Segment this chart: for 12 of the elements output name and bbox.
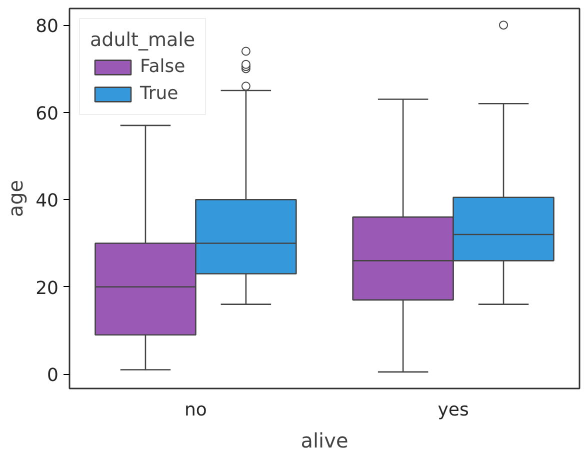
y-tick-label: 40 — [36, 190, 58, 212]
x-tick-label: no — [184, 400, 207, 420]
legend-label: False — [140, 56, 186, 77]
y-axis-title: age — [4, 180, 28, 218]
x-axis-title: alive — [300, 428, 348, 452]
legend-label: True — [140, 83, 178, 104]
y-tick-label: 20 — [36, 278, 58, 299]
legend-title: adult_male — [90, 29, 196, 51]
y-tick-label: 0 — [47, 365, 58, 386]
y-tick-label: 60 — [36, 103, 58, 124]
x-tick-label: yes — [438, 400, 469, 420]
y-tick-label: 80 — [36, 16, 58, 38]
